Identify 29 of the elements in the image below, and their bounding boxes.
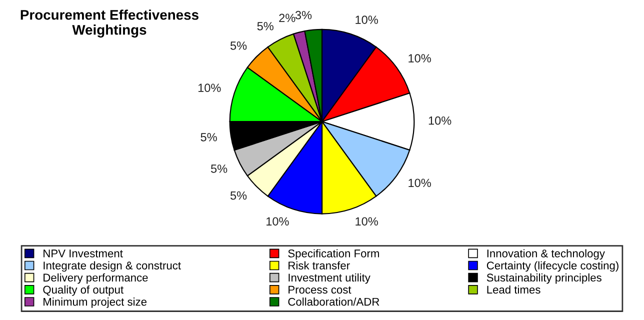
data-label: 5% [257,22,274,30]
legend-label: Quality of output [43,285,124,296]
legend-label: NPV Investment [44,250,123,258]
data-label: 10% [428,116,452,125]
data-label: 5% [200,133,217,142]
chart-title: Procurement Effectiveness Weightings [20,10,198,38]
data-label: 2% [279,14,296,22]
data-label: 5% [230,42,247,50]
legend-label: Delivery performance [44,273,148,284]
data-label: 10% [356,217,378,226]
legend-label: Specification Form [288,249,379,260]
data-label: 10% [198,84,221,92]
legend-label: Innovation & technology [487,249,605,260]
data-label: 10% [356,16,378,24]
data-label: 10% [266,217,289,226]
legend-label: Collaboration/ADR [288,298,380,306]
legend-label: Integrate design & construct [44,261,181,272]
legend-label: Risk transfer [288,261,350,270]
legend-label: Process cost [288,286,352,294]
data-label: 10% [408,54,431,62]
data-label: 5% [210,164,228,173]
legend-label: Sustainability principles [486,273,602,284]
data-label: 10% [408,178,431,188]
legend-label: Investment utility [288,273,370,284]
data-label: 5% [230,191,247,200]
legend-label: Lead times [487,285,540,294]
legend-label: Certainty (lifecycle costing) [486,261,618,272]
data-label: 3% [295,10,312,20]
legend-label: Minimum project size [44,298,147,308]
